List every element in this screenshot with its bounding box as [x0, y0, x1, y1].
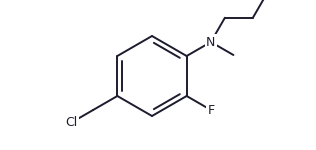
- Text: Cl: Cl: [65, 116, 77, 129]
- Text: F: F: [207, 103, 215, 117]
- Text: N: N: [206, 36, 216, 48]
